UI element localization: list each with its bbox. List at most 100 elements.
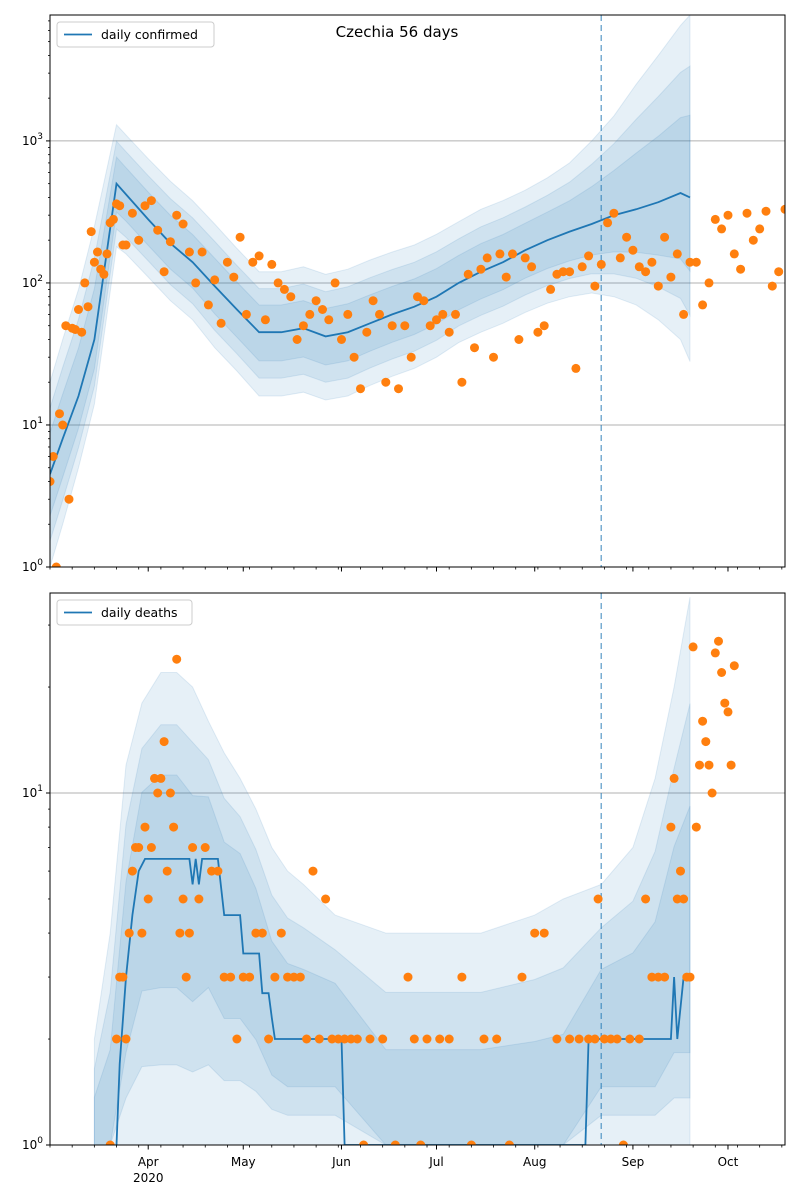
- data-point: [207, 866, 217, 876]
- data-point: [330, 278, 340, 288]
- data-point: [381, 377, 391, 387]
- data-point: [590, 281, 600, 291]
- data-point: [504, 1140, 514, 1145]
- data-point: [653, 972, 663, 982]
- data-point: [466, 1140, 476, 1145]
- data-point: [432, 315, 441, 325]
- data-point: [444, 327, 454, 337]
- data-point: [539, 321, 549, 331]
- data-point: [292, 335, 302, 344]
- data-point: [321, 894, 331, 904]
- data-point: [584, 1034, 594, 1044]
- data-point: [479, 1034, 489, 1044]
- confidence-band-0: [93, 597, 691, 1145]
- data-point: [425, 321, 435, 331]
- data-point: [276, 928, 286, 938]
- data-point: [324, 315, 334, 325]
- axes-frame: [49, 592, 786, 1146]
- data-point: [726, 760, 736, 770]
- data-point: [780, 204, 785, 214]
- data-point: [612, 1034, 622, 1044]
- data-point: [622, 232, 632, 242]
- data-point: [235, 232, 245, 242]
- data-point: [660, 232, 670, 242]
- data-point: [767, 281, 777, 291]
- data-point: [181, 972, 191, 982]
- data-point: [241, 309, 251, 319]
- data-point: [200, 843, 210, 852]
- data-point: [64, 494, 74, 504]
- data-point: [314, 1034, 324, 1044]
- data-point: [311, 296, 321, 306]
- data-point: [254, 251, 264, 261]
- legend-box: [56, 21, 215, 48]
- data-point: [634, 1034, 644, 1044]
- data-point: [685, 257, 695, 267]
- data-point: [89, 257, 99, 267]
- data-point: [574, 1034, 584, 1044]
- data-point: [105, 1140, 115, 1145]
- data-point: [175, 928, 185, 938]
- data-point: [482, 253, 492, 263]
- data-point: [50, 452, 58, 461]
- data-point: [112, 1034, 121, 1044]
- data-point: [210, 275, 220, 285]
- data-point: [565, 1034, 575, 1044]
- confidence-band-2: [93, 774, 691, 1145]
- data-point: [352, 1034, 362, 1044]
- data-point: [178, 219, 188, 229]
- data-point: [416, 1140, 426, 1145]
- data-point: [251, 928, 261, 938]
- data-point: [615, 253, 625, 263]
- data-point: [257, 928, 267, 938]
- data-point: [641, 894, 651, 904]
- data-point: [362, 327, 372, 337]
- data-point: [419, 296, 429, 306]
- data-point: [134, 843, 144, 852]
- data-point: [327, 1034, 337, 1044]
- x-year-label: 2020: [133, 1171, 164, 1185]
- data-point: [634, 262, 644, 272]
- data-point: [375, 309, 384, 319]
- data-point: [270, 972, 280, 982]
- data-point: [672, 249, 682, 259]
- data-point: [159, 267, 169, 277]
- legend-box: [56, 599, 193, 626]
- data-point: [222, 257, 232, 267]
- data-point: [137, 928, 147, 938]
- data-point: [406, 352, 416, 362]
- data-point: [435, 1034, 445, 1044]
- data-point: [618, 1140, 628, 1145]
- data-point: [238, 972, 248, 982]
- data-point: [647, 257, 657, 267]
- data-point: [625, 1034, 635, 1044]
- data-point: [400, 321, 410, 331]
- data-point: [194, 894, 204, 904]
- data-point: [232, 1034, 242, 1044]
- data-point: [546, 284, 556, 294]
- data-point: [178, 894, 188, 904]
- x-tick-label: Jun: [331, 1155, 351, 1169]
- data-point: [508, 249, 517, 259]
- y-tick-label: 101: [22, 416, 43, 432]
- data-point: [156, 773, 166, 783]
- data-point: [368, 296, 378, 306]
- data-point: [463, 269, 473, 279]
- data-point: [742, 208, 752, 218]
- data-point: [302, 1034, 312, 1044]
- data-point: [359, 1140, 369, 1145]
- data-point: [305, 309, 315, 319]
- data-point: [184, 247, 194, 257]
- data-point: [669, 773, 679, 783]
- data-point: [672, 894, 682, 904]
- y-tick-label: 102: [22, 274, 43, 290]
- data-point: [333, 1034, 343, 1044]
- data-point: [203, 300, 213, 310]
- legend: daily confirmed: [56, 21, 215, 48]
- data-point: [365, 1034, 375, 1044]
- data-point: [390, 1140, 400, 1145]
- data-point: [729, 249, 739, 259]
- data-point: [295, 972, 305, 982]
- data-point: [346, 1034, 356, 1044]
